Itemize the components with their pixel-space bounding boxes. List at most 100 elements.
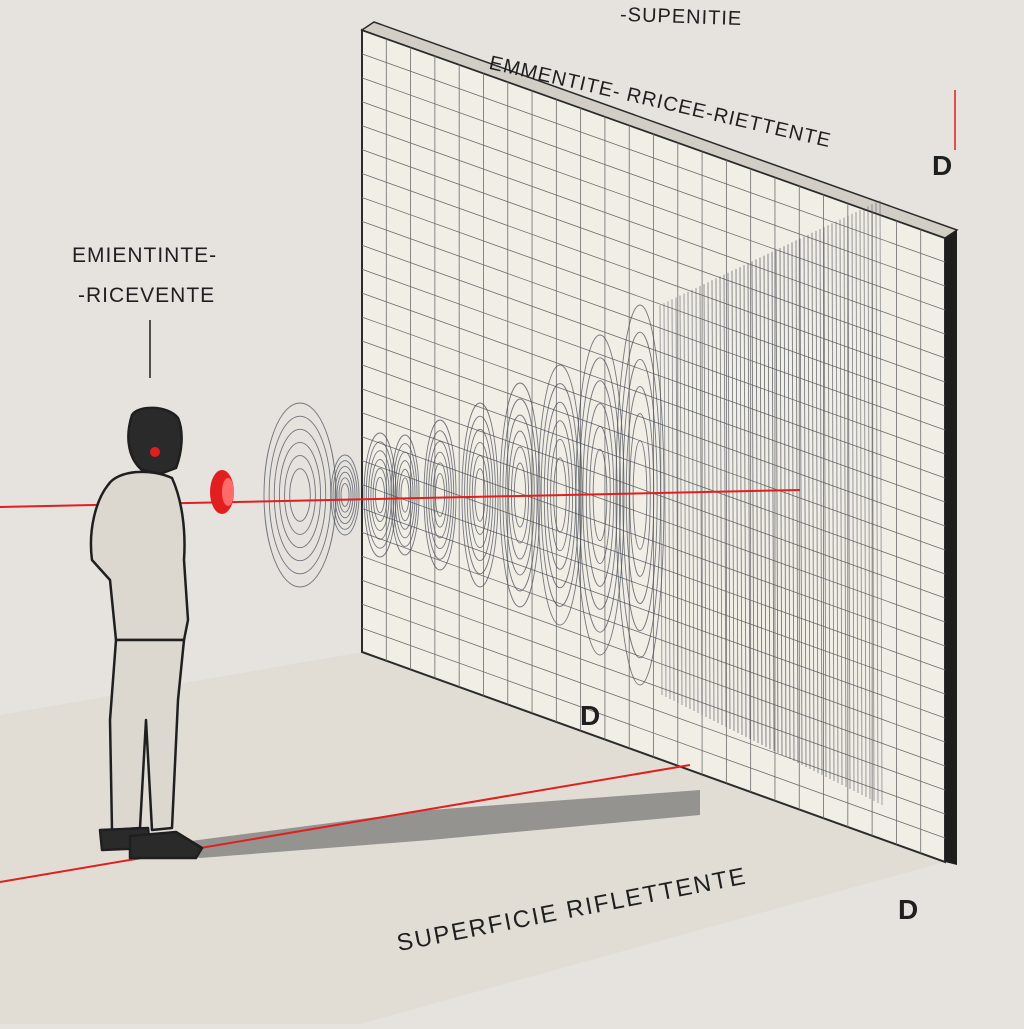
wave-striation — [831, 223, 835, 782]
wave-ring — [632, 440, 648, 550]
wave-striation — [715, 278, 719, 724]
wave-striation — [759, 257, 763, 746]
wave-ring — [370, 459, 390, 531]
wave-striation — [871, 204, 875, 802]
grid-line — [361, 125, 946, 335]
wave-ring — [428, 440, 452, 550]
wave-striation — [663, 303, 667, 698]
grid-line — [361, 460, 946, 671]
wave-ring — [363, 432, 397, 558]
top-label-line1: -SUPENITIE — [619, 3, 743, 31]
wave-ring — [289, 468, 311, 522]
wave-striation — [803, 236, 807, 768]
grid-line — [361, 340, 946, 551]
distance-label-mid: D — [580, 700, 601, 731]
wave-striation — [859, 209, 863, 796]
wave-ring — [374, 476, 386, 514]
grid-line — [361, 627, 946, 839]
wave-striation — [699, 285, 703, 716]
grid-line — [361, 484, 946, 695]
wave-ring — [268, 415, 332, 575]
wave-striation — [879, 200, 883, 806]
wave-striation — [739, 266, 743, 736]
wave-ring — [434, 473, 446, 517]
wave-striation — [723, 274, 727, 728]
grid-line — [361, 316, 946, 527]
wave-striation — [843, 217, 847, 788]
wave-striation — [667, 301, 671, 700]
wave-ring — [334, 465, 356, 525]
floor-shadow — [160, 790, 700, 858]
wave-ring — [340, 483, 350, 507]
wave-striation — [875, 202, 879, 804]
wave-striation — [679, 295, 683, 706]
grid-line — [361, 579, 946, 791]
wave-striation — [851, 213, 855, 792]
wave-ring — [365, 441, 395, 549]
wave-ring — [423, 419, 457, 571]
wave-ring — [615, 304, 665, 686]
wave-ring — [396, 460, 414, 530]
wave-striation — [691, 289, 695, 712]
wave-ring — [466, 428, 494, 562]
wave-ring — [390, 434, 420, 556]
wave-ring — [471, 455, 489, 535]
wall-grid — [361, 38, 946, 854]
wave-ring — [474, 468, 486, 522]
wave-striation — [743, 265, 747, 738]
wave-ring — [400, 477, 410, 513]
wave-striation — [799, 238, 803, 766]
wave-ring — [461, 402, 499, 588]
wave-striation — [863, 208, 867, 798]
wave-striation — [735, 268, 739, 734]
wave-ring — [398, 468, 412, 522]
grid-line — [361, 197, 946, 407]
wave-ring — [622, 358, 658, 632]
wave-striation — [811, 232, 815, 772]
wave-striation — [731, 270, 735, 732]
wave-ring — [273, 428, 327, 562]
wall-side-edge — [945, 230, 957, 865]
wave-striation — [703, 284, 707, 718]
person-figure — [89, 406, 204, 860]
wave-striation — [695, 287, 699, 714]
wave-striation — [763, 255, 767, 748]
distance-label-bottom: D — [898, 894, 919, 925]
wave-striation — [707, 282, 711, 720]
emitter-label-line2: -RICEVENTE — [78, 284, 216, 307]
wave-ring — [332, 460, 358, 530]
wave-ring — [263, 402, 337, 588]
wave-ring — [394, 451, 416, 539]
distance-label-top: D — [932, 150, 953, 181]
wave-striation — [675, 297, 679, 704]
grid-line — [361, 221, 946, 431]
wave-striation — [727, 272, 731, 730]
emitter-speaker — [210, 470, 234, 514]
wave-striation — [687, 291, 691, 710]
wave-striation — [751, 261, 755, 742]
grid-line — [361, 149, 946, 359]
wave-fronts — [263, 200, 883, 806]
wave-striation — [835, 221, 839, 784]
wave-striation — [771, 251, 775, 752]
floor-surface — [0, 652, 945, 1024]
wave-striation — [659, 304, 663, 696]
wave-striation — [747, 263, 751, 740]
wave-striation — [815, 230, 819, 774]
wave-ring — [372, 467, 388, 523]
wave-striation — [775, 249, 779, 754]
wave-ring — [330, 454, 360, 536]
wave-ring — [464, 415, 496, 575]
wave-striation — [755, 259, 759, 744]
wave-ring — [338, 477, 352, 513]
wave-striation — [855, 211, 859, 794]
wave-striation — [807, 234, 811, 770]
wave-ring — [432, 462, 448, 528]
wave-striation — [827, 225, 831, 780]
grid-line — [361, 532, 946, 743]
grid-line — [361, 508, 946, 719]
wave-striation — [767, 253, 771, 750]
wave-ring — [278, 441, 322, 549]
grid-line — [361, 603, 946, 815]
wave-striation — [779, 247, 783, 756]
